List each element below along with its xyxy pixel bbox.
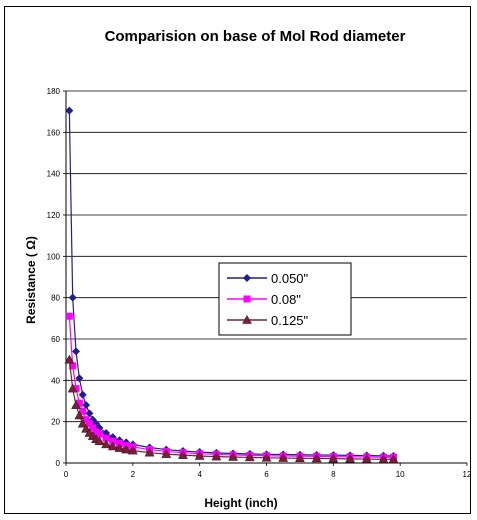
- series-2-point-11: [107, 441, 118, 451]
- grid: [66, 90, 467, 423]
- chart-frame: Comparision on base of Mol Rod diameter …: [4, 6, 472, 514]
- axes: [63, 90, 468, 466]
- chart-title: Comparision on base of Mol Rod diameter: [105, 28, 406, 45]
- x-tick-label-5: 10: [396, 470, 405, 479]
- x-tick-label-6: 12: [463, 470, 472, 479]
- plot-area: [64, 106, 399, 464]
- series-2-point-13: [121, 444, 132, 454]
- series-1-point-3: [75, 399, 83, 407]
- x-tick-label-1: 2: [131, 470, 136, 479]
- series-2-point-23: [278, 453, 289, 462]
- series-2-point-25: [311, 453, 322, 463]
- series-1-point-11: [109, 437, 117, 445]
- series-2-point-14: [127, 445, 138, 455]
- legend-marker-1: [243, 295, 251, 303]
- legend-marker-0: [243, 274, 251, 282]
- series-2-point-0: [64, 354, 75, 364]
- y-tick-label-1: 20: [51, 418, 60, 427]
- y-tick-label-2: 40: [51, 376, 60, 385]
- legend-label-0: 0.050": [271, 271, 309, 286]
- series-2-point-12: [114, 443, 125, 452]
- x-tick-label-2: 4: [197, 470, 202, 479]
- x-tick-label-0: 0: [64, 470, 69, 479]
- series-2-point-21: [244, 452, 255, 462]
- y-tick-label-9: 180: [47, 87, 61, 96]
- series-2-point-28: [361, 454, 372, 463]
- y-tick-label-7: 140: [47, 170, 61, 179]
- series-2-point-24: [294, 453, 305, 462]
- series-2-point-3: [74, 410, 85, 420]
- series-2-point-20: [228, 451, 239, 461]
- legend-label-2: 0.125": [271, 313, 309, 328]
- series-0-point-1: [68, 293, 77, 302]
- series-1-point-4: [79, 407, 87, 415]
- y-tick-label-8: 160: [47, 128, 61, 137]
- series-2-point-29: [378, 454, 389, 464]
- series-0-point-3: [75, 374, 84, 383]
- x-axis-label: Height (inch): [204, 496, 277, 510]
- series-2-point-4: [77, 418, 88, 428]
- chart: Comparision on base of Mol Rod diameter …: [24, 28, 472, 510]
- series-2-point-30: [388, 454, 399, 464]
- y-tick-label-0: 0: [56, 459, 61, 468]
- series-2-point-10: [101, 439, 112, 449]
- series-2-point-15: [144, 447, 155, 457]
- y-tick-labels: 0 20 40 60 80 100 120 140 160 180: [47, 87, 61, 468]
- y-axis-label: Resistance ( Ω): [24, 236, 38, 324]
- legend-marker-2: [242, 314, 252, 324]
- y-tick-label-4: 80: [51, 294, 60, 303]
- series-1-point-9: [95, 430, 103, 438]
- series-2-point-18: [194, 450, 205, 460]
- series-line-1: [68, 316, 394, 458]
- series-2-point-26: [328, 453, 339, 463]
- x-tick-label-4: 8: [331, 470, 336, 479]
- series-1-point-6: [85, 420, 93, 428]
- y-tick-label-3: 60: [51, 335, 60, 344]
- series-2-point-17: [178, 450, 188, 459]
- y-tick-label-6: 120: [47, 211, 61, 220]
- series-2-point-16: [161, 449, 172, 458]
- series-1-point-1: [69, 362, 77, 370]
- legend: 0.050" 0.08" 0.125": [218, 262, 352, 336]
- series-2-point-19: [211, 451, 222, 461]
- series-1-point-10: [102, 434, 110, 442]
- series-0-point-0: [65, 106, 74, 115]
- series-2: [64, 354, 399, 464]
- x-tick-label-3: 6: [264, 470, 269, 479]
- series-1-point-2: [72, 385, 80, 393]
- series-2-point-9: [94, 436, 105, 446]
- series-1-point-0: [65, 312, 73, 320]
- legend-box: [218, 262, 352, 336]
- series-1-point-5: [82, 416, 90, 424]
- series-1-point-7: [89, 424, 97, 432]
- series-0-point-6: [85, 409, 94, 418]
- series-2-point-2: [71, 400, 81, 409]
- series-2-point-1: [67, 383, 78, 393]
- series-0-point-4: [78, 390, 87, 399]
- legend-label-1: 0.08": [271, 292, 301, 307]
- series-0-point-5: [82, 401, 91, 410]
- series-2-point-27: [345, 453, 355, 463]
- y-tick-label-5: 100: [47, 252, 61, 261]
- series-2-point-22: [261, 452, 272, 462]
- series-0-point-2: [72, 347, 81, 356]
- x-tick-labels: 0 2 4 6 8 10 12: [64, 470, 472, 479]
